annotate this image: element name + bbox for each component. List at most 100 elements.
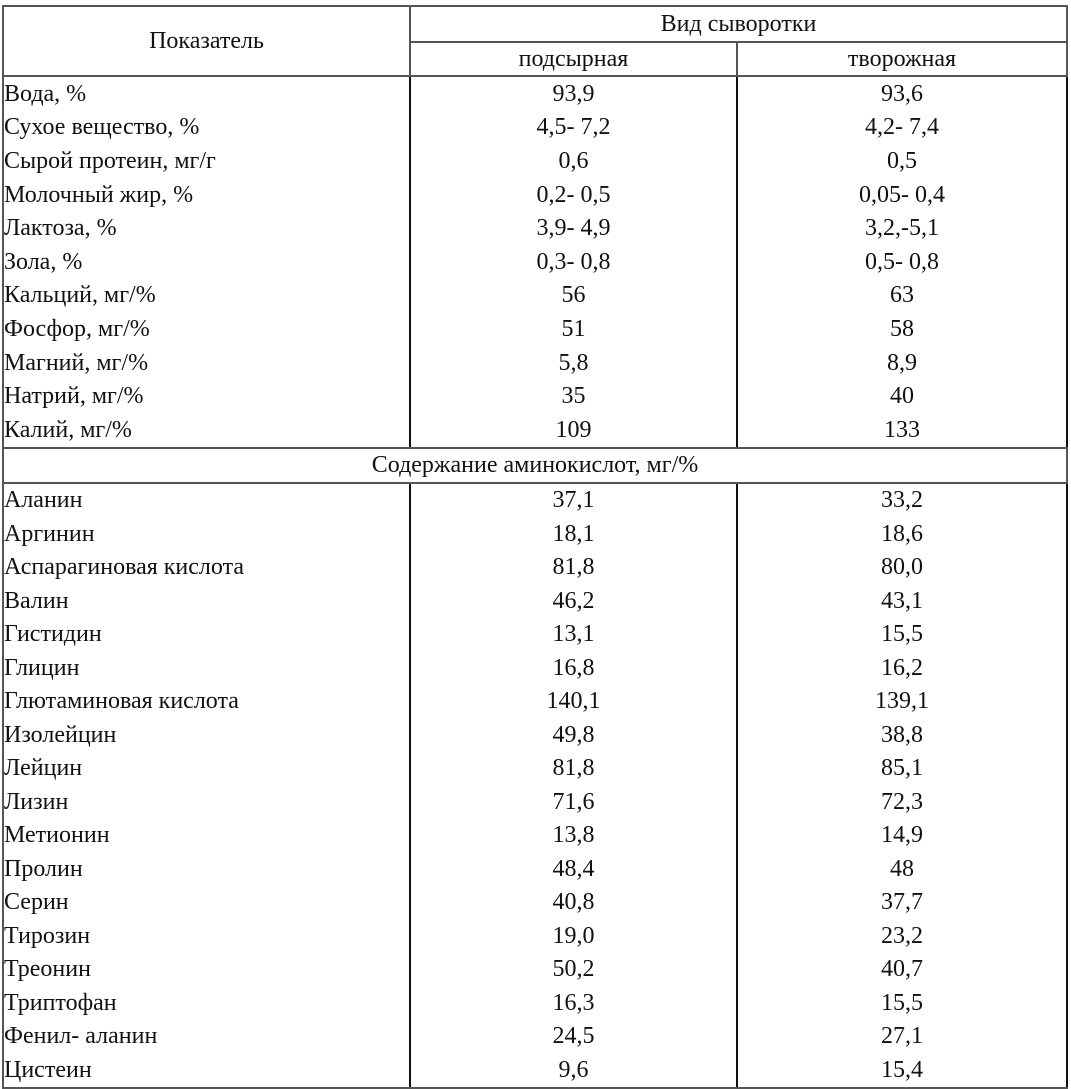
row-name: Сухое вещество, % [2, 110, 411, 145]
row-name: Зола, % [2, 244, 411, 279]
value-tvorozhnaya: 23,2 [737, 919, 1068, 953]
value-tvorozhnaya: 37,7 [737, 885, 1068, 920]
row-name: Гистидин [2, 617, 411, 652]
row-name: Серин [2, 885, 411, 920]
table-row: Магний, мг/% 5,8 8,9 [2, 345, 1068, 380]
header-indicator: Показатель [2, 5, 411, 77]
row-name: Аргинин [2, 517, 411, 551]
row-name: Сырой протеин, мг/г [2, 144, 411, 178]
row-name: Глицин [2, 651, 411, 685]
value-podsyrnaya: 3,9- 4,9 [410, 211, 738, 245]
table-row: Молочный жир, % 0,2- 0,5 0,05- 0,4 [2, 177, 1068, 212]
row-name: Тирозин [2, 919, 411, 953]
table-row: Калий, мг/% 109 133 [2, 412, 1068, 449]
table-row: Валин 46,2 43,1 [2, 584, 1068, 618]
table-row: Натрий, мг/% 35 40 [2, 379, 1068, 413]
value-tvorozhnaya: 4,2- 7,4 [737, 110, 1068, 145]
row-name: Молочный жир, % [2, 177, 411, 212]
value-podsyrnaya: 9,6 [410, 1053, 738, 1089]
table-row: Треонин 50,2 40,7 [2, 952, 1068, 987]
value-podsyrnaya: 37,1 [410, 482, 738, 518]
table-row: Зола, % 0,3- 0,8 0,5- 0,8 [2, 244, 1068, 279]
row-name: Метионин [2, 818, 411, 853]
value-tvorozhnaya: 15,5 [737, 986, 1068, 1020]
value-tvorozhnaya: 3,2,-5,1 [737, 211, 1068, 245]
row-name: Валин [2, 584, 411, 618]
value-podsyrnaya: 0,2- 0,5 [410, 177, 738, 212]
value-podsyrnaya: 4,5- 7,2 [410, 110, 738, 145]
table-row: Серин 40,8 37,7 [2, 885, 1068, 920]
table-row: Метионин 13,8 14,9 [2, 818, 1068, 853]
row-name: Глютаминовая кислота [2, 684, 411, 719]
value-tvorozhnaya: 43,1 [737, 584, 1068, 618]
value-podsyrnaya: 93,9 [410, 75, 738, 111]
value-podsyrnaya: 13,1 [410, 617, 738, 652]
table-row: Аспарагиновая кислота 81,8 80,0 [2, 550, 1068, 585]
value-podsyrnaya: 140,1 [410, 684, 738, 719]
value-podsyrnaya: 24,5 [410, 1019, 738, 1054]
value-podsyrnaya: 50,2 [410, 952, 738, 987]
row-name: Натрий, мг/% [2, 379, 411, 413]
row-name: Лейцин [2, 751, 411, 786]
value-podsyrnaya: 16,3 [410, 986, 738, 1020]
value-tvorozhnaya: 139,1 [737, 684, 1068, 719]
row-name: Изолейцин [2, 718, 411, 752]
row-name: Фенил- аланин [2, 1019, 411, 1054]
general-indicators: Вода, % 93,9 93,6 Сухое вещество, % 4,5- 7,2… [2, 75, 1068, 449]
value-podsyrnaya: 71,6 [410, 785, 738, 819]
header-whey-type: Вид сыворотки [409, 5, 1068, 43]
value-podsyrnaya: 56 [410, 278, 738, 313]
row-name: Цистеин [2, 1053, 411, 1089]
row-name: Лизин [2, 785, 411, 819]
row-name: Вода, % [2, 75, 411, 111]
value-tvorozhnaya: 58 [737, 312, 1068, 346]
table-row: Цистеин 9,6 15,4 [2, 1053, 1068, 1089]
value-podsyrnaya: 18,1 [410, 517, 738, 551]
table-row: Триптофан 16,3 15,5 [2, 986, 1068, 1020]
table-row: Глицин 16,8 16,2 [2, 651, 1068, 685]
row-name: Фосфор, мг/% [2, 312, 411, 346]
value-tvorozhnaya: 63 [737, 278, 1068, 313]
value-podsyrnaya: 46,2 [410, 584, 738, 618]
table-row: Сухое вещество, % 4,5- 7,2 4,2- 7,4 [2, 110, 1068, 145]
value-tvorozhnaya: 16,2 [737, 651, 1068, 685]
table-row: Сырой протеин, мг/г 0,6 0,5 [2, 144, 1068, 178]
row-name: Аланин [2, 482, 411, 518]
value-tvorozhnaya: 0,5 [737, 144, 1068, 178]
whey-composition-table: Показатель Вид сыворотки подсырная творо… [2, 5, 1068, 1089]
amino-acid-rows: Аланин 37,1 33,2 Аргинин 18,1 18,6 Аспарагинов… [2, 482, 1068, 1089]
row-name: Кальций, мг/% [2, 278, 411, 313]
value-podsyrnaya: 5,8 [410, 345, 738, 380]
value-podsyrnaya: 48,4 [410, 852, 738, 886]
row-name: Пролин [2, 852, 411, 886]
table-row: Лизин 71,6 72,3 [2, 785, 1068, 819]
value-tvorozhnaya: 27,1 [737, 1019, 1068, 1054]
row-name: Треонин [2, 952, 411, 987]
value-podsyrnaya: 40,8 [410, 885, 738, 920]
value-tvorozhnaya: 80,0 [737, 550, 1068, 585]
table-row: Фенил- аланин 24,5 27,1 [2, 1019, 1068, 1054]
value-podsyrnaya: 0,3- 0,8 [410, 244, 738, 279]
value-tvorozhnaya: 0,05- 0,4 [737, 177, 1068, 212]
value-podsyrnaya: 109 [410, 412, 738, 449]
value-podsyrnaya: 81,8 [410, 751, 738, 786]
value-tvorozhnaya: 40,7 [737, 952, 1068, 987]
value-tvorozhnaya: 38,8 [737, 718, 1068, 752]
value-tvorozhnaya: 48 [737, 852, 1068, 886]
header-tvorozhnaya: творожная [736, 41, 1068, 77]
value-tvorozhnaya: 15,5 [737, 617, 1068, 652]
table-row: Кальций, мг/% 56 63 [2, 278, 1068, 313]
value-tvorozhnaya: 72,3 [737, 785, 1068, 819]
value-podsyrnaya: 35 [410, 379, 738, 413]
amino-section: Содержание аминокислот, мг/% [2, 446, 1068, 484]
row-name: Лактоза, % [2, 211, 411, 245]
table-row: Гистидин 13,1 15,5 [2, 617, 1068, 652]
value-tvorozhnaya: 93,6 [737, 75, 1068, 111]
value-podsyrnaya: 51 [410, 312, 738, 346]
value-tvorozhnaya: 15,4 [737, 1053, 1068, 1089]
header-podsyrnaya: подсырная [409, 41, 738, 77]
value-tvorozhnaya: 0,5- 0,8 [737, 244, 1068, 279]
value-tvorozhnaya: 8,9 [737, 345, 1068, 380]
section-header-amino-acids: Содержание аминокислот, мг/% [2, 446, 1068, 484]
value-podsyrnaya: 13,8 [410, 818, 738, 853]
